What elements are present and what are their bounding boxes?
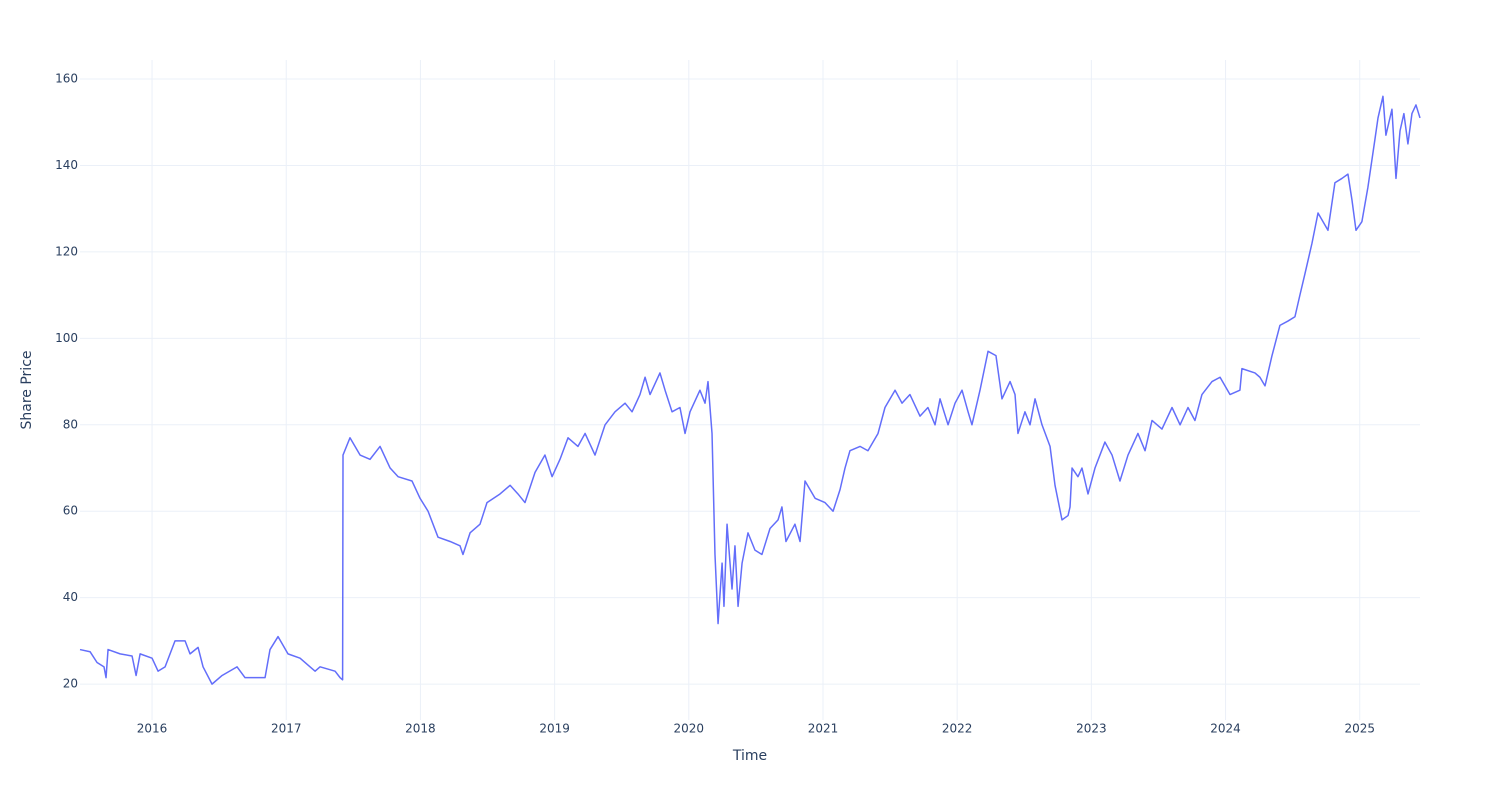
x-tick-label: 2020 (674, 722, 705, 736)
y-tick-label: 160 (55, 72, 78, 86)
x-tick-label: 2018 (405, 722, 436, 736)
y-tick-label: 20 (63, 677, 78, 691)
x-axis-title: Time (732, 748, 767, 764)
x-tick-label: 2025 (1344, 722, 1375, 736)
price-line (79, 95, 1421, 685)
y-axis-title: Share Price (19, 350, 35, 429)
x-tick-label: 2016 (137, 722, 168, 736)
y-tick-label: 140 (55, 158, 78, 172)
y-tick-label: 100 (55, 331, 78, 345)
y-tick-label: 80 (63, 417, 78, 431)
x-tick-label: 2019 (539, 722, 570, 736)
x-tick-label: 2021 (808, 722, 839, 736)
x-tick-label: 2022 (942, 722, 973, 736)
x-tick-label: 2017 (271, 722, 302, 736)
y-tick-label: 40 (63, 590, 78, 604)
x-tick-label: 2024 (1210, 722, 1241, 736)
y-tick-label: 60 (63, 504, 78, 518)
x-tick-label: 2023 (1076, 722, 1107, 736)
grid-layer (80, 60, 1420, 720)
y-tick-label: 120 (55, 244, 78, 258)
